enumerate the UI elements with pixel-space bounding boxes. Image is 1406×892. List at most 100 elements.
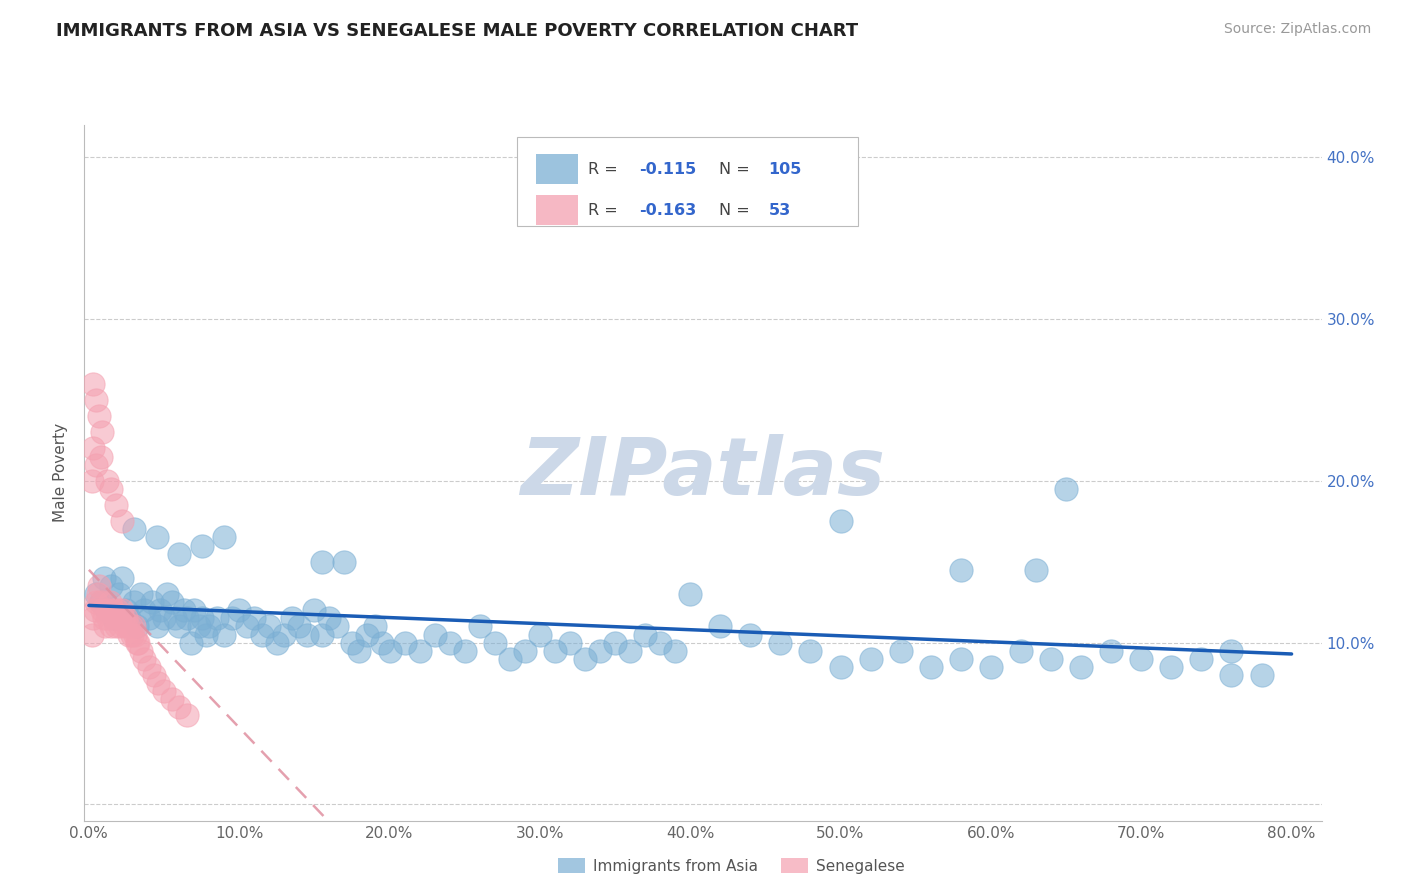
- Point: [1189, 652, 1212, 666]
- Point: [468, 619, 491, 633]
- Point: [198, 619, 221, 633]
- Point: [740, 627, 762, 641]
- Point: [167, 619, 190, 633]
- Point: [82, 376, 104, 391]
- Point: [243, 611, 266, 625]
- Point: [153, 684, 176, 698]
- Point: [311, 555, 333, 569]
- Point: [266, 635, 288, 649]
- Point: [100, 579, 122, 593]
- Point: [890, 644, 912, 658]
- FancyBboxPatch shape: [536, 154, 578, 184]
- Point: [100, 619, 122, 633]
- Point: [799, 644, 821, 658]
- Point: [183, 603, 205, 617]
- Point: [86, 392, 108, 407]
- Point: [111, 571, 134, 585]
- Point: [318, 611, 340, 625]
- Text: 53: 53: [769, 202, 790, 218]
- Point: [333, 555, 356, 569]
- Point: [273, 627, 295, 641]
- Point: [104, 619, 127, 633]
- Point: [120, 619, 142, 633]
- Point: [980, 660, 1002, 674]
- Point: [90, 450, 112, 464]
- Point: [125, 635, 148, 649]
- Point: [114, 619, 136, 633]
- Legend: Immigrants from Asia, Senegalese: Immigrants from Asia, Senegalese: [551, 852, 911, 880]
- Point: [1220, 644, 1243, 658]
- Point: [173, 603, 195, 617]
- Point: [281, 611, 304, 625]
- Point: [108, 611, 131, 625]
- Point: [142, 668, 165, 682]
- Point: [138, 611, 160, 625]
- Point: [96, 603, 118, 617]
- Point: [650, 635, 672, 649]
- Point: [118, 611, 141, 625]
- Point: [107, 603, 129, 617]
- Text: N =: N =: [718, 161, 755, 177]
- Point: [93, 571, 115, 585]
- Y-axis label: Male Poverty: Male Poverty: [53, 423, 69, 523]
- Text: IMMIGRANTS FROM ASIA VS SENEGALESE MALE POVERTY CORRELATION CHART: IMMIGRANTS FROM ASIA VS SENEGALESE MALE …: [56, 22, 859, 40]
- Point: [104, 498, 127, 512]
- Point: [122, 619, 145, 633]
- Point: [86, 587, 108, 601]
- Text: -0.163: -0.163: [638, 202, 696, 218]
- Point: [134, 603, 156, 617]
- Point: [1054, 482, 1077, 496]
- Point: [111, 514, 134, 528]
- Point: [89, 409, 111, 424]
- Point: [163, 611, 186, 625]
- Point: [82, 442, 104, 456]
- Point: [439, 635, 461, 649]
- Point: [167, 547, 190, 561]
- Point: [176, 708, 198, 723]
- Point: [80, 474, 103, 488]
- Point: [86, 595, 108, 609]
- Point: [634, 627, 657, 641]
- Point: [830, 514, 852, 528]
- Point: [108, 587, 131, 601]
- Point: [153, 611, 176, 625]
- Point: [160, 692, 183, 706]
- Point: [90, 595, 112, 609]
- Text: 105: 105: [769, 161, 801, 177]
- Point: [167, 700, 190, 714]
- Point: [117, 619, 139, 633]
- Point: [112, 611, 135, 625]
- Point: [176, 611, 198, 625]
- Point: [91, 425, 114, 440]
- Point: [1130, 652, 1153, 666]
- Point: [101, 603, 124, 617]
- Text: -0.115: -0.115: [638, 161, 696, 177]
- Point: [920, 660, 942, 674]
- Point: [110, 619, 132, 633]
- Point: [160, 595, 183, 609]
- Point: [118, 627, 141, 641]
- Point: [250, 627, 273, 641]
- Point: [180, 635, 202, 649]
- Point: [98, 595, 121, 609]
- Point: [97, 611, 120, 625]
- Point: [679, 587, 702, 601]
- Point: [558, 635, 581, 649]
- Point: [363, 619, 385, 633]
- Point: [89, 579, 111, 593]
- Point: [115, 611, 138, 625]
- Point: [1010, 644, 1032, 658]
- Point: [100, 482, 122, 496]
- Point: [96, 474, 118, 488]
- Point: [82, 611, 104, 625]
- Point: [1220, 668, 1243, 682]
- Point: [124, 627, 146, 641]
- Point: [1160, 660, 1182, 674]
- Point: [371, 635, 394, 649]
- Point: [259, 619, 281, 633]
- Point: [499, 652, 522, 666]
- Point: [1099, 644, 1122, 658]
- Text: N =: N =: [718, 202, 755, 218]
- Point: [529, 627, 551, 641]
- Point: [326, 619, 349, 633]
